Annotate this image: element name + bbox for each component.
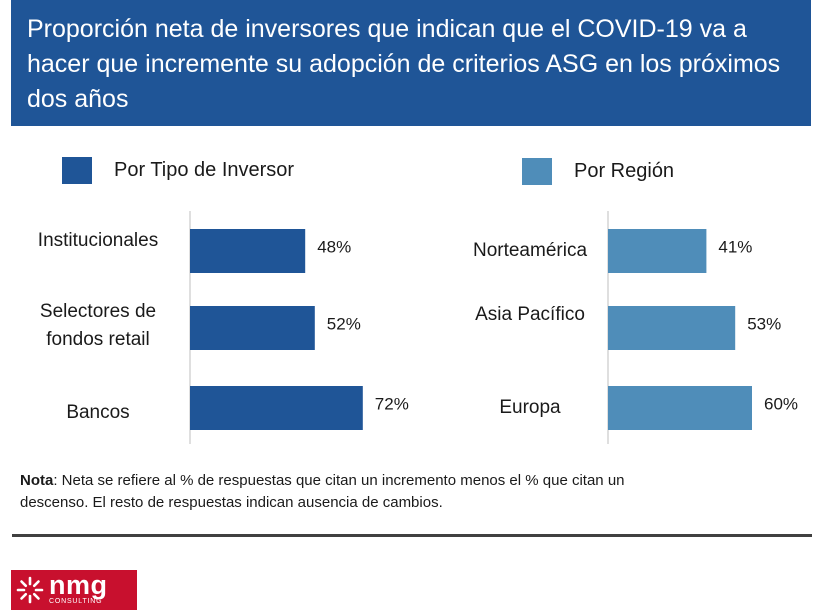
footnote-label: Nota [20,472,54,489]
category-label-0-0: Institucionales [38,230,158,251]
bar-0-0 [190,229,306,273]
footnote: Nota: Neta se refiere al % de respuestas… [20,470,640,514]
value-label-1-1: 53% [747,314,781,333]
category-label-0-2: Bancos [66,402,129,423]
chart-title: Proporción neta de inversores que indica… [27,15,781,113]
value-label-0-0: 48% [317,237,351,256]
bar-charts: 48% Institucionales 52% Selectores de fondos… [38,211,798,444]
bar-1-1 [608,306,736,350]
category-label-1-1: Asia Pacífico [475,304,585,325]
logo-sub-text: CONSULTING [49,598,103,605]
logo-burst-icon [16,576,44,604]
category-label-0-1-1: fondos retail [46,329,150,350]
value-label-0-2: 72% [375,394,409,413]
bar-1-0 [608,229,707,273]
title-banner: Proporción neta de inversores que indica… [11,0,811,126]
legend-label-region: Por Región [574,160,675,182]
legend-investor-type: Por Tipo de Inversor [62,157,294,184]
legend-region: Por Región [522,158,674,185]
bar-1-2 [608,386,752,430]
category-label-1-2: Europa [499,397,561,418]
bar-0-2 [190,386,363,430]
logo-wordmark: nmg CONSULTING [49,570,108,606]
value-label-1-2: 60% [764,394,798,413]
bar-0-1 [190,306,315,350]
value-label-1-0: 41% [718,237,752,256]
legend-swatch-investor-type [62,157,92,184]
category-label-1-0: Norteamérica [473,240,587,261]
logo-main-text: nmg [49,570,108,600]
footnote-text: : Neta se refiere al % de respuestas que… [20,472,625,511]
legend-swatch-region [522,158,552,185]
value-label-0-1: 52% [327,314,361,333]
nmg-logo: nmg CONSULTING [11,570,137,610]
category-label-0-1-0: Selectores de [40,301,156,322]
legend-label-investor-type: Por Tipo de Inversor [114,159,295,181]
footer-divider [12,534,812,537]
